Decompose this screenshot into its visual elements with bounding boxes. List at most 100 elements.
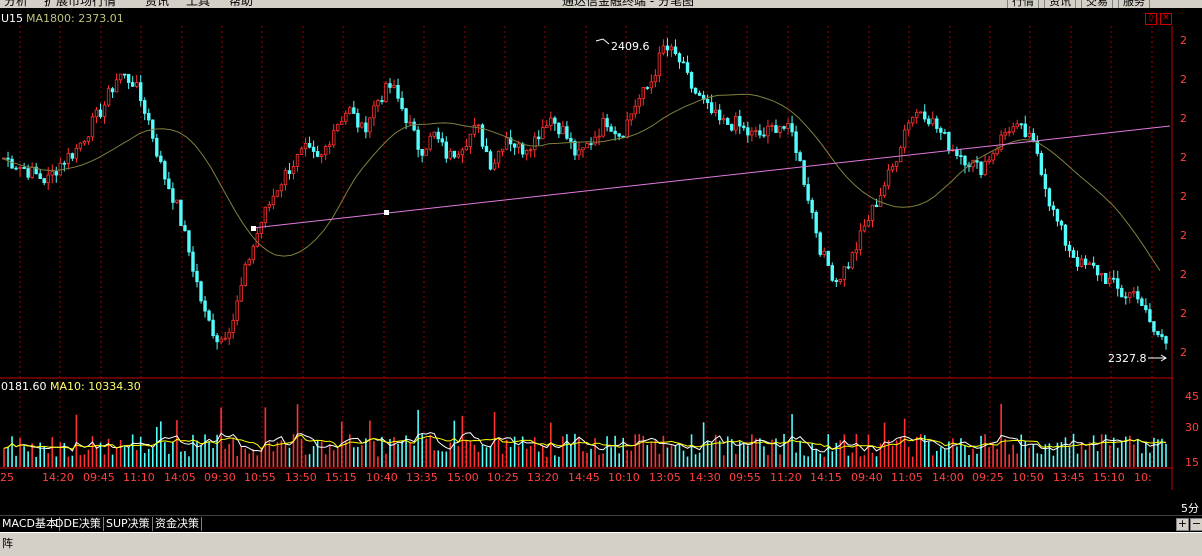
candle-body <box>283 170 288 186</box>
menu-item-help[interactable]: 帮助 <box>229 0 254 8</box>
candle-body <box>850 252 855 269</box>
price-axis-tick: 2 <box>1180 346 1187 359</box>
candle-body <box>605 118 609 128</box>
news-button[interactable]: 资讯 <box>1044 0 1076 8</box>
candle-body <box>778 126 782 133</box>
trade-button[interactable]: 交易 <box>1081 0 1113 8</box>
candle-body <box>247 259 251 266</box>
candle-body <box>910 116 915 124</box>
candle-body <box>62 162 67 165</box>
candle-body <box>549 117 553 127</box>
service-button[interactable]: 服务 <box>1118 0 1150 8</box>
candle-body <box>344 112 348 122</box>
candle-body <box>38 173 42 180</box>
menu-item-news[interactable]: 资讯 <box>145 0 170 8</box>
candle-body <box>444 141 448 159</box>
time-axis-label: 10:50 <box>1012 471 1044 484</box>
volume-bars <box>3 403 1167 467</box>
candle-body <box>894 161 899 167</box>
candle-body <box>1023 123 1027 138</box>
candle-body <box>299 148 304 155</box>
candle-body <box>500 148 505 152</box>
candle-body <box>279 184 284 192</box>
high-price-marker <box>595 38 610 45</box>
candle-body <box>191 251 195 272</box>
candle-body <box>601 118 605 137</box>
candle-body <box>175 199 179 203</box>
candle-body <box>822 250 826 255</box>
time-axis-label: 09:30 <box>204 471 236 484</box>
candle-body <box>78 142 83 149</box>
close-chart-icon[interactable]: ✕ <box>1160 13 1172 25</box>
candle-body <box>1116 278 1120 289</box>
candle-body <box>1075 257 1080 267</box>
candle-body <box>508 137 513 145</box>
time-axis-label: 13:05 <box>649 471 681 484</box>
candle-body <box>480 124 485 147</box>
time-axis-label: 13:50 <box>285 471 317 484</box>
period-selector[interactable]: 5分 <box>1181 502 1199 515</box>
candle-body <box>842 266 847 280</box>
candle-body <box>862 225 867 232</box>
menu-item-analysis[interactable]: 分析 <box>4 0 29 8</box>
tab-sup[interactable]: SUP决策 <box>104 517 153 531</box>
candle-body <box>424 148 428 156</box>
candle-body <box>476 124 481 127</box>
candle-body <box>384 83 388 103</box>
candle-body <box>1112 277 1116 280</box>
restore-icon[interactable]: ◊ <box>1145 13 1157 25</box>
candle-body <box>420 148 424 156</box>
candle-body <box>139 82 143 101</box>
candle-body <box>50 171 54 176</box>
candle-body <box>854 249 859 254</box>
menu-item-tools[interactable]: 工具 <box>186 0 211 8</box>
kline-chart[interactable] <box>0 0 1202 515</box>
candle-body <box>681 61 686 64</box>
candle-body <box>529 149 533 152</box>
candle-body <box>255 233 260 247</box>
candle-body <box>1043 174 1048 190</box>
candle-body <box>34 166 38 175</box>
candle-body <box>742 125 746 129</box>
time-axis-label: 10:10 <box>608 471 640 484</box>
candle-body <box>621 135 625 138</box>
candle-body <box>303 142 308 150</box>
candle-body <box>1152 321 1156 332</box>
quote-button[interactable]: 行情 <box>1007 0 1039 8</box>
candle-body <box>126 73 131 83</box>
candle-body <box>66 153 71 164</box>
tab-macd[interactable]: MACD基本 <box>0 517 60 531</box>
candle-body <box>440 138 444 143</box>
zoom-in-button[interactable]: + <box>1176 517 1189 531</box>
tab-capital[interactable]: 资金决策 <box>153 517 202 531</box>
candle-body <box>504 137 509 150</box>
candle-body <box>1103 273 1108 284</box>
candle-body <box>927 118 931 125</box>
candle-body <box>1087 262 1092 266</box>
time-axis-label: 09:55 <box>729 471 761 484</box>
candle-body <box>774 125 778 133</box>
zoom-out-button[interactable]: − <box>1190 517 1202 531</box>
candle-body <box>1063 224 1068 246</box>
candle-body <box>58 162 62 176</box>
candle-body <box>641 87 645 99</box>
time-axis-label: 14:45 <box>568 471 600 484</box>
candle-body <box>846 266 851 269</box>
candle-body <box>730 124 734 131</box>
candle-body <box>187 230 191 253</box>
candle-body <box>794 131 798 154</box>
tab-dde[interactable]: DDE决策 <box>53 517 104 531</box>
volume-axis-30: 30 <box>1185 421 1199 434</box>
candle-body <box>368 117 372 133</box>
candle-body <box>114 79 119 93</box>
candle-body <box>231 319 235 333</box>
candle-body <box>167 178 171 190</box>
price-axis-tick: 2 <box>1180 151 1187 164</box>
time-axis-label: 25 <box>0 471 14 484</box>
candle-body <box>315 151 320 157</box>
menu-item-extended-market[interactable]: 扩展市场行情 <box>44 0 117 8</box>
candle-body <box>1003 131 1007 136</box>
candle-body <box>94 109 99 118</box>
menu-bar: 分析 扩展市场行情 资讯 工具 帮助 通达信金融终端 - 分笔图 行情 资讯 交… <box>0 0 1202 8</box>
candle-body <box>372 105 376 119</box>
